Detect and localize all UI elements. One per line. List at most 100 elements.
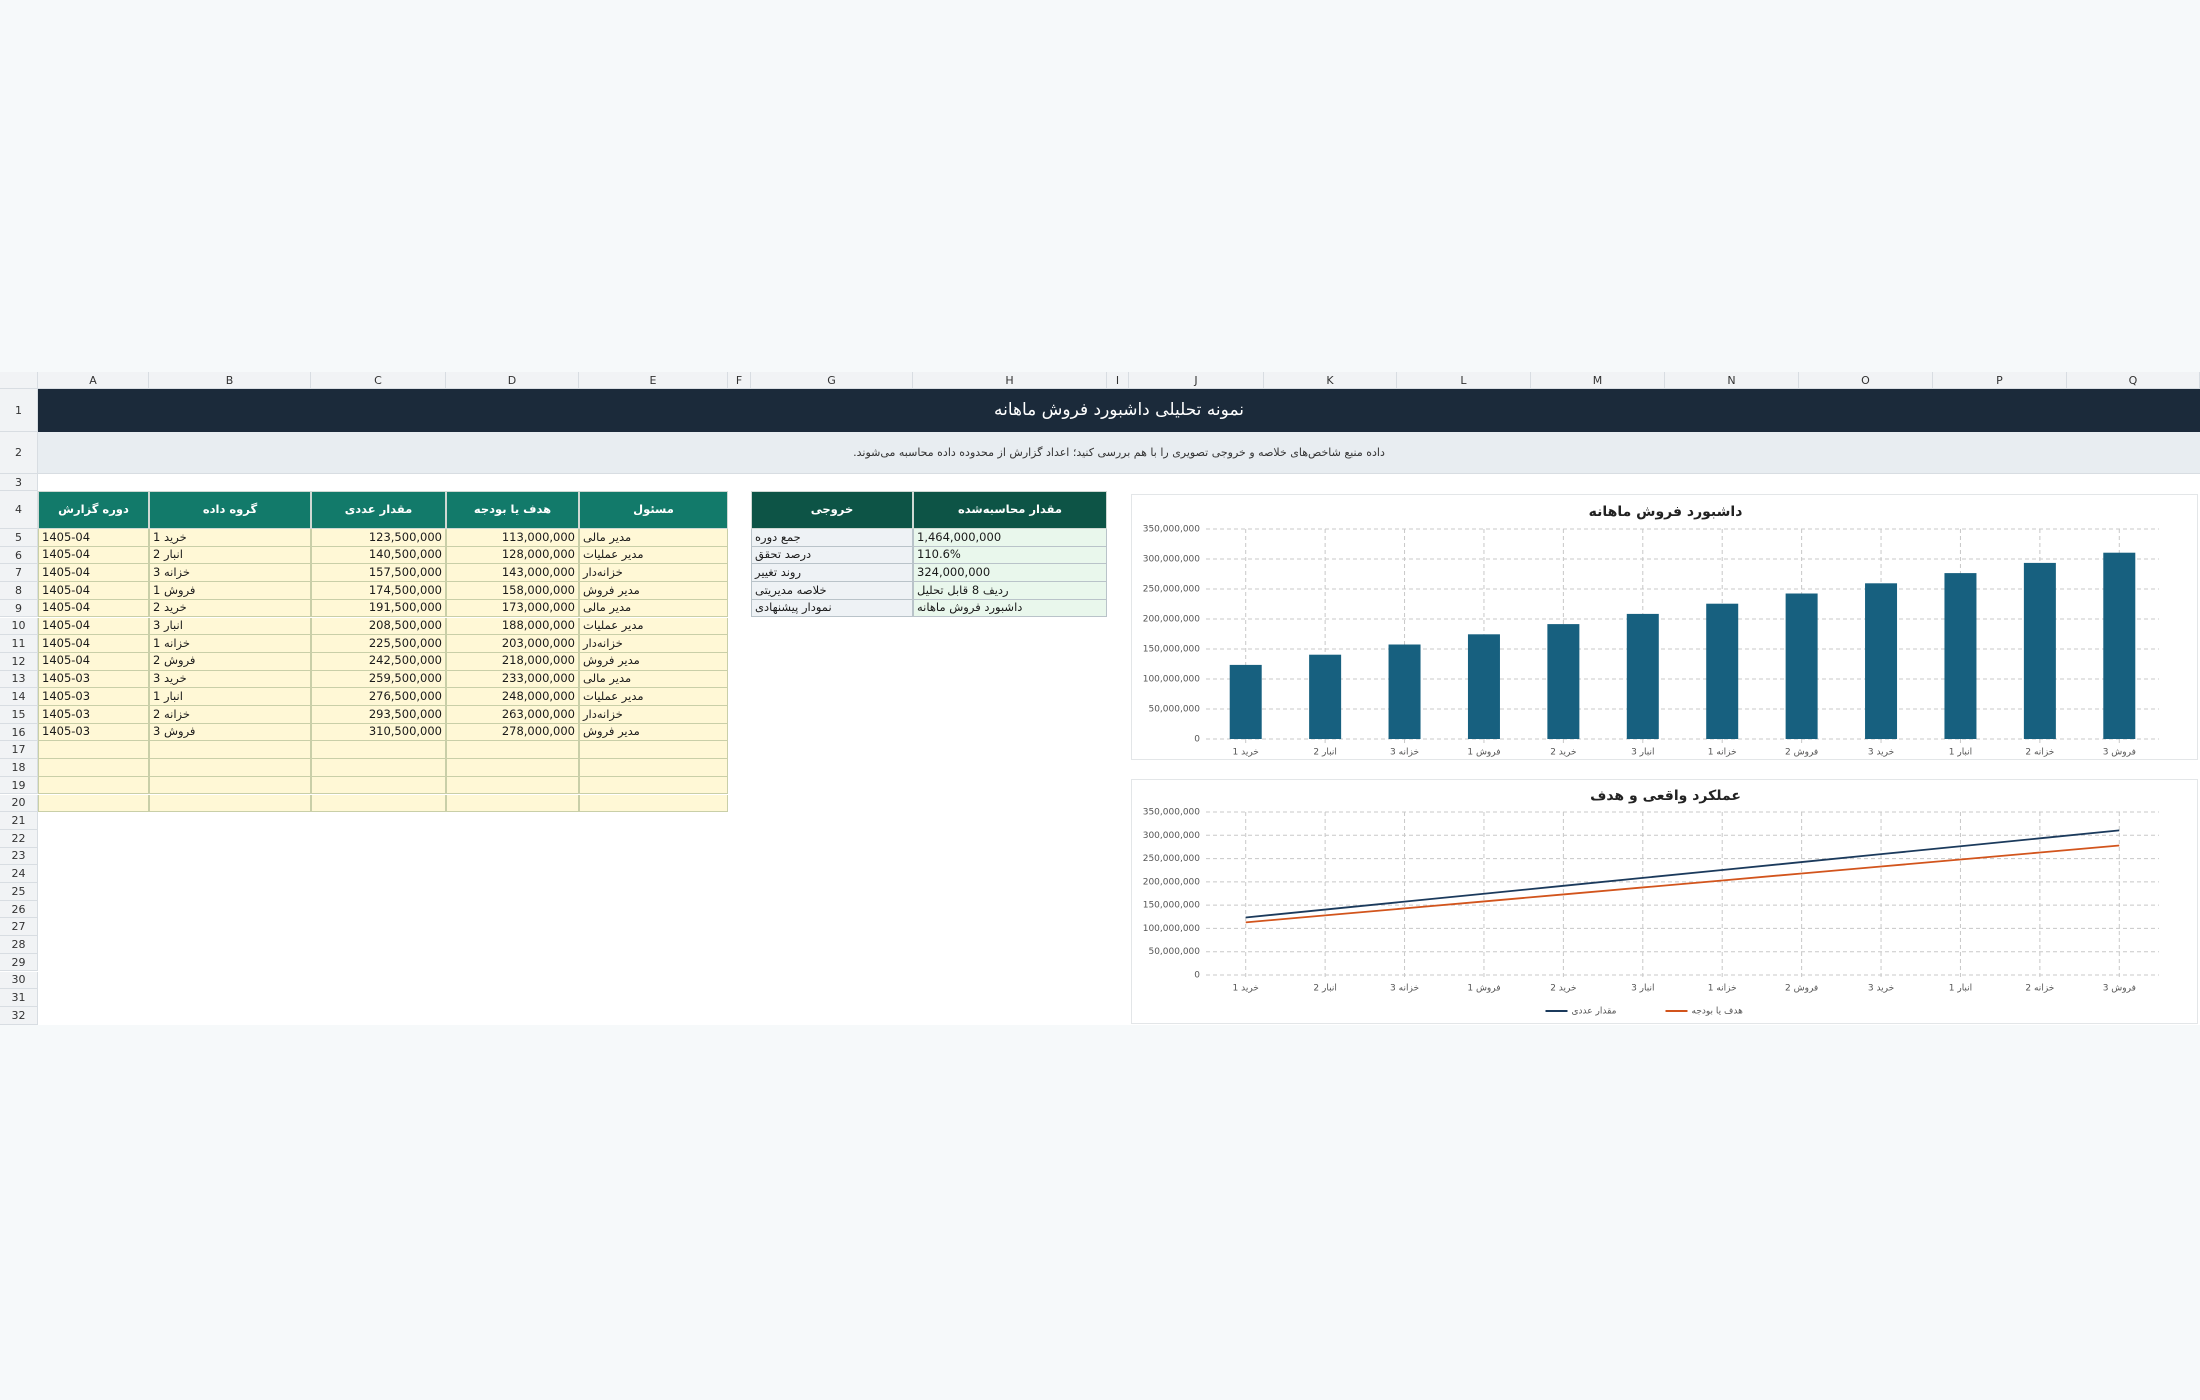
- table-cell[interactable]: خزانه 1: [149, 635, 311, 653]
- empty-cell[interactable]: [149, 741, 311, 760]
- column-header[interactable]: N: [1665, 372, 1799, 389]
- table-cell[interactable]: خرید 3: [149, 670, 311, 689]
- column-header[interactable]: O: [1799, 372, 1933, 389]
- table-cell[interactable]: 242,500,000: [311, 652, 446, 671]
- empty-cell[interactable]: [446, 776, 579, 795]
- table-cell[interactable]: خزانه‌دار: [579, 635, 728, 653]
- table-cell[interactable]: 248,000,000: [446, 688, 579, 706]
- row-header[interactable]: 1: [0, 389, 38, 432]
- table-cell[interactable]: انبار 2: [149, 546, 311, 565]
- table-cell[interactable]: 143,000,000: [446, 564, 579, 583]
- table-cell[interactable]: 1405-04: [38, 652, 149, 671]
- empty-cell[interactable]: [579, 741, 728, 760]
- table-cell[interactable]: 1405-04: [38, 599, 149, 618]
- row-header[interactable]: 31: [0, 989, 38, 1007]
- row-header[interactable]: 27: [0, 918, 38, 937]
- table-cell[interactable]: 259,500,000: [311, 670, 446, 689]
- table-cell[interactable]: 263,000,000: [446, 706, 579, 724]
- empty-cell[interactable]: [579, 759, 728, 777]
- output-cell[interactable]: نمودار پیشنهادی: [751, 599, 913, 618]
- column-header[interactable]: I: [1107, 372, 1129, 389]
- empty-cell[interactable]: [38, 794, 149, 813]
- table-cell[interactable]: خرید 2: [149, 599, 311, 618]
- column-header[interactable]: L: [1397, 372, 1531, 389]
- table-cell[interactable]: 1405-04: [38, 529, 149, 547]
- row-header[interactable]: 32: [0, 1006, 38, 1025]
- row-header[interactable]: 2: [0, 432, 38, 474]
- empty-cell[interactable]: [311, 776, 446, 795]
- output-cell[interactable]: جمع دوره: [751, 529, 913, 547]
- table-cell[interactable]: خزانه‌دار: [579, 564, 728, 583]
- output-cell[interactable]: 324,000,000: [913, 564, 1107, 583]
- table-cell[interactable]: 310,500,000: [311, 723, 446, 742]
- output-cell[interactable]: 110.6%: [913, 546, 1107, 565]
- table-cell[interactable]: 1405-04: [38, 582, 149, 600]
- table-cell[interactable]: مدیر فروش: [579, 723, 728, 742]
- row-header[interactable]: 29: [0, 953, 38, 972]
- table-cell[interactable]: 233,000,000: [446, 670, 579, 689]
- output-cell[interactable]: درصد تحقق: [751, 546, 913, 565]
- column-header[interactable]: M: [1531, 372, 1665, 389]
- row-header[interactable]: 24: [0, 865, 38, 883]
- column-header[interactable]: Q: [2067, 372, 2200, 389]
- row-header[interactable]: 13: [0, 670, 38, 689]
- row-header[interactable]: 16: [0, 723, 38, 742]
- table-cell[interactable]: 1405-04: [38, 546, 149, 565]
- row-header[interactable]: 3: [0, 474, 38, 491]
- column-header[interactable]: C: [311, 372, 446, 389]
- table-cell[interactable]: 1405-03: [38, 723, 149, 742]
- empty-cell[interactable]: [579, 794, 728, 813]
- empty-cell[interactable]: [579, 776, 728, 795]
- column-header[interactable]: E: [579, 372, 728, 389]
- table-cell[interactable]: 1405-04: [38, 617, 149, 636]
- row-header[interactable]: 17: [0, 741, 38, 760]
- table-cell[interactable]: 278,000,000: [446, 723, 579, 742]
- row-header[interactable]: 9: [0, 599, 38, 618]
- column-header[interactable]: A: [38, 372, 149, 389]
- column-header[interactable]: J: [1129, 372, 1264, 389]
- column-header[interactable]: B: [149, 372, 311, 389]
- empty-cell[interactable]: [446, 759, 579, 777]
- table-cell[interactable]: 1405-04: [38, 564, 149, 583]
- table-cell[interactable]: خزانه 3: [149, 564, 311, 583]
- table-cell[interactable]: مدیر عملیات: [579, 617, 728, 636]
- table-cell[interactable]: 293,500,000: [311, 706, 446, 724]
- row-header[interactable]: 23: [0, 847, 38, 866]
- table-cell[interactable]: مدیر مالی: [579, 599, 728, 618]
- table-cell[interactable]: مدیر مالی: [579, 670, 728, 689]
- row-header[interactable]: 22: [0, 829, 38, 848]
- row-header[interactable]: 11: [0, 635, 38, 653]
- row-header[interactable]: 18: [0, 759, 38, 777]
- table-cell[interactable]: 191,500,000: [311, 599, 446, 618]
- row-header[interactable]: 8: [0, 582, 38, 600]
- row-header[interactable]: 30: [0, 971, 38, 990]
- table-cell[interactable]: مدیر عملیات: [579, 546, 728, 565]
- table-cell[interactable]: فروش 2: [149, 652, 311, 671]
- row-header[interactable]: 25: [0, 883, 38, 901]
- output-cell[interactable]: روند تغییر: [751, 564, 913, 583]
- column-header[interactable]: F: [728, 372, 751, 389]
- column-header[interactable]: H: [913, 372, 1107, 389]
- row-header[interactable]: 28: [0, 936, 38, 954]
- row-header[interactable]: 12: [0, 652, 38, 671]
- table-cell[interactable]: 188,000,000: [446, 617, 579, 636]
- table-cell[interactable]: 123,500,000: [311, 529, 446, 547]
- empty-cell[interactable]: [149, 794, 311, 813]
- empty-cell[interactable]: [446, 794, 579, 813]
- row-header[interactable]: 14: [0, 688, 38, 706]
- row-header[interactable]: 4: [0, 491, 38, 529]
- table-cell[interactable]: فروش 3: [149, 723, 311, 742]
- output-cell[interactable]: ردیف 8 قابل تحلیل: [913, 582, 1107, 600]
- table-cell[interactable]: 174,500,000: [311, 582, 446, 600]
- table-cell[interactable]: 203,000,000: [446, 635, 579, 653]
- table-cell[interactable]: 1405-04: [38, 635, 149, 653]
- table-cell[interactable]: انبار 1: [149, 688, 311, 706]
- table-cell[interactable]: 276,500,000: [311, 688, 446, 706]
- output-cell[interactable]: خلاصه مدیریتی: [751, 582, 913, 600]
- table-cell[interactable]: 140,500,000: [311, 546, 446, 565]
- empty-cell[interactable]: [311, 794, 446, 813]
- empty-cell[interactable]: [38, 776, 149, 795]
- row-header[interactable]: 10: [0, 617, 38, 636]
- empty-cell[interactable]: [149, 776, 311, 795]
- empty-cell[interactable]: [149, 759, 311, 777]
